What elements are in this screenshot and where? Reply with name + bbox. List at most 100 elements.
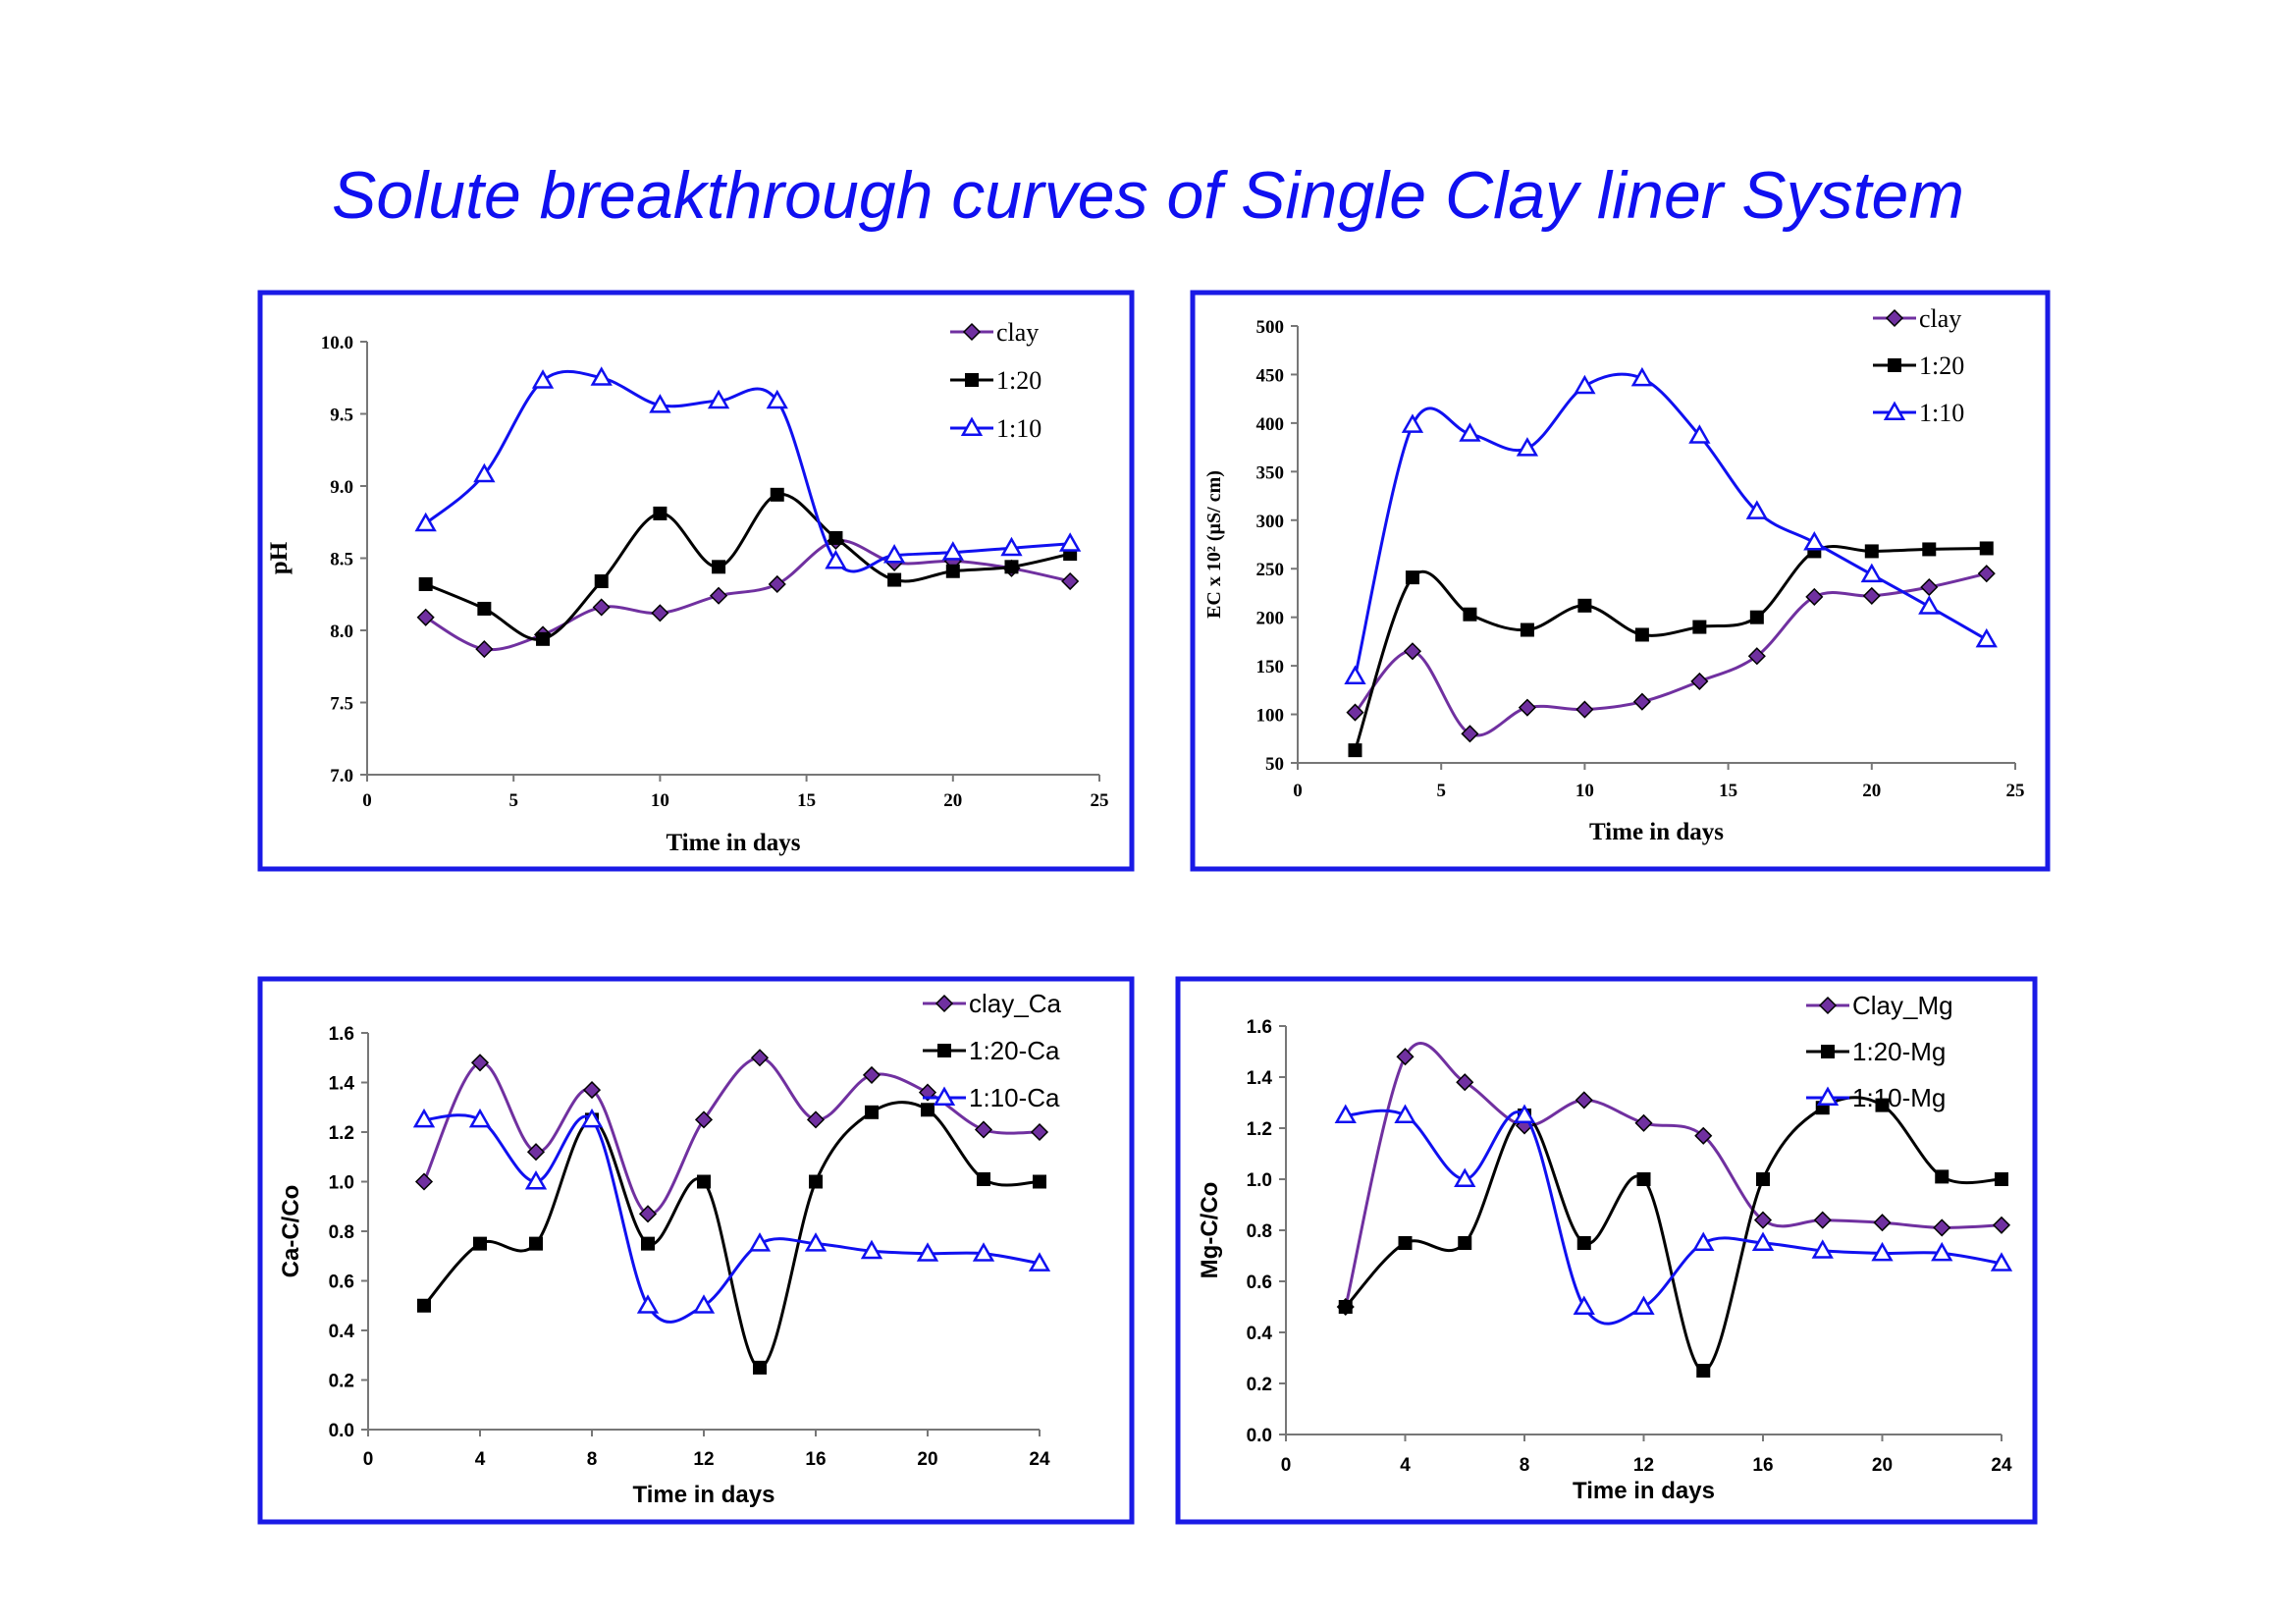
x-tick-label: 10 xyxy=(651,790,669,811)
legend-entry: clay xyxy=(996,318,1039,347)
legend-marker xyxy=(1816,1086,1840,1106)
data-point xyxy=(1344,665,1366,684)
legend-entry: 1:10-Mg xyxy=(1852,1083,1946,1112)
data-point xyxy=(1860,563,1883,583)
x-tick-label: 20 xyxy=(943,790,962,811)
chart-frame xyxy=(1190,290,2051,872)
data-point xyxy=(1518,698,1536,717)
data-point xyxy=(1749,610,1764,624)
data-point xyxy=(712,560,726,574)
data-point xyxy=(770,487,784,502)
x-tick-label: 0 xyxy=(363,1449,374,1470)
data-point xyxy=(1396,1048,1415,1066)
legend-marker xyxy=(965,373,979,387)
x-tick-label: 15 xyxy=(797,790,816,811)
y-tick-label: 0.8 xyxy=(329,1222,354,1243)
legend-entry: 1:20 xyxy=(1919,352,1964,380)
data-point xyxy=(1516,437,1539,457)
data-point xyxy=(594,574,609,589)
x-tick-label: 16 xyxy=(1752,1455,1773,1476)
x-tick-label: 24 xyxy=(1991,1455,2012,1476)
legend-entry: 1:10-Ca xyxy=(969,1083,1060,1112)
data-point xyxy=(1575,1091,1593,1110)
data-point xyxy=(638,1205,658,1223)
data-point xyxy=(1933,1218,1951,1237)
data-point xyxy=(1461,725,1479,743)
x-tick-label: 5 xyxy=(508,790,518,811)
data-point xyxy=(412,1108,436,1128)
y-tick-label: 250 xyxy=(1256,560,1285,580)
x-tick-label: 24 xyxy=(1029,1449,1050,1470)
y-tick-label: 450 xyxy=(1256,365,1285,386)
data-point xyxy=(1747,647,1766,666)
y-tick-label: 8.5 xyxy=(330,550,353,570)
y-tick-label: 1.4 xyxy=(1247,1068,1273,1089)
y-axis-label: Ca-C/Co xyxy=(278,1185,304,1278)
x-axis-label: Time in days xyxy=(666,830,800,856)
data-point xyxy=(1520,623,1534,637)
data-point xyxy=(1401,413,1424,433)
y-axis-label: Mg-C/Co xyxy=(1197,1182,1223,1279)
data-point xyxy=(1922,542,1937,557)
data-point xyxy=(1979,541,1994,556)
data-point xyxy=(1864,544,1879,559)
legend-entry: clay_Ca xyxy=(969,989,1061,1018)
data-point xyxy=(1630,366,1654,387)
data-point xyxy=(916,1242,939,1262)
x-tick-label: 0 xyxy=(362,790,372,811)
data-point xyxy=(694,1110,714,1129)
data-point xyxy=(750,1049,770,1067)
legend-marker xyxy=(1885,308,1904,328)
data-point xyxy=(1000,536,1023,557)
y-tick-label: 1.2 xyxy=(1247,1119,1272,1140)
data-point xyxy=(1456,1073,1474,1092)
data-point xyxy=(1935,1169,1949,1184)
data-point xyxy=(1690,672,1709,690)
legend-marker xyxy=(937,1044,951,1057)
y-tick-label: 0.2 xyxy=(1247,1375,1272,1395)
data-point xyxy=(1803,531,1826,551)
data-point xyxy=(470,1054,490,1072)
data-point xyxy=(804,1232,828,1252)
data-point xyxy=(1575,700,1594,719)
x-tick-label: 5 xyxy=(1436,781,1446,801)
data-point xyxy=(468,1108,492,1128)
legend-marker xyxy=(934,994,954,1013)
data-point xyxy=(417,1298,431,1313)
data-point xyxy=(651,604,669,623)
series-clay xyxy=(1346,565,1996,743)
y-tick-label: 0.0 xyxy=(329,1421,354,1441)
data-point xyxy=(1458,1236,1472,1250)
y-axis-label: EC x 10² (µS/ cm) xyxy=(1203,470,1225,619)
data-point xyxy=(1338,1300,1353,1314)
data-point xyxy=(1394,1104,1416,1123)
data-point xyxy=(1805,587,1824,606)
legend-marker xyxy=(1883,401,1906,420)
legend-entry: Clay_Mg xyxy=(1852,991,1953,1020)
data-point xyxy=(862,1065,881,1084)
legend-marker xyxy=(960,416,984,436)
data-point xyxy=(1875,1098,1890,1112)
data-point xyxy=(477,601,492,616)
data-point xyxy=(1059,532,1082,552)
x-tick-label: 20 xyxy=(1862,781,1881,801)
data-point xyxy=(1977,565,1996,583)
data-point xyxy=(887,572,902,587)
data-point xyxy=(1398,1236,1413,1250)
data-point xyxy=(1403,642,1422,661)
data-point xyxy=(1753,1211,1773,1229)
data-point xyxy=(649,394,671,413)
data-point xyxy=(653,506,667,520)
data-point xyxy=(1871,1241,1894,1262)
data-point xyxy=(582,1081,602,1100)
data-point xyxy=(1033,1174,1046,1189)
data-point xyxy=(416,608,435,626)
data-point xyxy=(1688,424,1711,444)
data-point xyxy=(1995,1172,2008,1186)
data-point xyxy=(748,1232,772,1252)
data-point xyxy=(1348,743,1362,758)
data-point xyxy=(753,1360,767,1375)
series-1:10-Ca xyxy=(412,1108,1051,1324)
data-point xyxy=(1334,1104,1357,1123)
x-tick-label: 25 xyxy=(1091,790,1109,811)
